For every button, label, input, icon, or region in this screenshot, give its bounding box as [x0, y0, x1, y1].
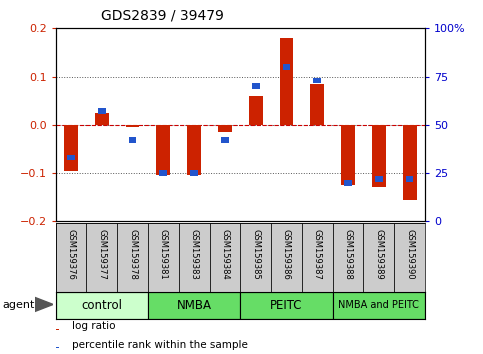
- Text: control: control: [81, 299, 122, 312]
- Bar: [148, 292, 241, 319]
- Bar: [375, 176, 383, 182]
- Text: log ratio: log ratio: [72, 321, 115, 331]
- Bar: [394, 223, 425, 292]
- Text: GSM159387: GSM159387: [313, 229, 322, 279]
- Bar: [240, 223, 271, 292]
- Bar: [56, 292, 148, 319]
- Text: GSM159383: GSM159383: [190, 229, 199, 279]
- Bar: [95, 113, 109, 125]
- Bar: [148, 223, 179, 292]
- Text: NMBA and PEITC: NMBA and PEITC: [339, 300, 419, 310]
- Text: GSM159378: GSM159378: [128, 229, 137, 279]
- Bar: [313, 78, 321, 83]
- Bar: [210, 223, 240, 292]
- Bar: [302, 223, 333, 292]
- Bar: [98, 108, 106, 114]
- Bar: [249, 96, 263, 125]
- Bar: [64, 125, 78, 171]
- Bar: [187, 125, 201, 176]
- Bar: [67, 155, 75, 160]
- Bar: [372, 125, 386, 188]
- Bar: [56, 347, 59, 348]
- Polygon shape: [35, 297, 53, 312]
- Text: GDS2839 / 39479: GDS2839 / 39479: [101, 9, 224, 23]
- Bar: [221, 137, 229, 143]
- Bar: [179, 223, 210, 292]
- Bar: [280, 38, 293, 125]
- Text: GSM159388: GSM159388: [343, 229, 353, 279]
- Text: GSM159390: GSM159390: [405, 229, 414, 279]
- Text: PEITC: PEITC: [270, 299, 303, 312]
- Bar: [333, 292, 425, 319]
- Text: GSM159386: GSM159386: [282, 229, 291, 279]
- Bar: [252, 83, 259, 89]
- Bar: [126, 125, 140, 127]
- Bar: [56, 329, 59, 330]
- Text: GSM159381: GSM159381: [159, 229, 168, 279]
- Bar: [159, 170, 167, 176]
- Bar: [128, 137, 136, 143]
- Bar: [86, 223, 117, 292]
- Bar: [406, 176, 413, 182]
- Text: percentile rank within the sample: percentile rank within the sample: [72, 339, 248, 350]
- Bar: [344, 180, 352, 185]
- Bar: [156, 125, 170, 176]
- Text: agent: agent: [2, 300, 35, 310]
- Text: GSM159384: GSM159384: [220, 229, 229, 279]
- Bar: [311, 84, 324, 125]
- Bar: [190, 170, 198, 176]
- Bar: [333, 223, 364, 292]
- Bar: [241, 292, 333, 319]
- Bar: [271, 223, 302, 292]
- Bar: [341, 125, 355, 185]
- Bar: [364, 223, 394, 292]
- Bar: [283, 64, 290, 70]
- Text: GSM159376: GSM159376: [67, 229, 75, 279]
- Text: GSM159389: GSM159389: [374, 229, 384, 279]
- Text: GSM159385: GSM159385: [251, 229, 260, 279]
- Text: GSM159377: GSM159377: [97, 229, 106, 279]
- Bar: [117, 223, 148, 292]
- Bar: [403, 125, 416, 200]
- Text: NMBA: NMBA: [177, 299, 212, 312]
- Bar: [218, 125, 232, 132]
- Bar: [56, 223, 86, 292]
